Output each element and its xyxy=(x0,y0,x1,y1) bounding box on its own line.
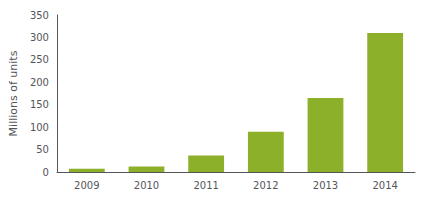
svg-text:2012: 2012 xyxy=(253,180,278,191)
svg-text:100: 100 xyxy=(30,122,49,133)
svg-text:300: 300 xyxy=(30,32,49,43)
svg-text:2011: 2011 xyxy=(193,180,218,191)
svg-text:2013: 2013 xyxy=(313,180,338,191)
svg-text:0: 0 xyxy=(43,167,49,178)
svg-text:2014: 2014 xyxy=(372,180,397,191)
svg-text:200: 200 xyxy=(30,77,49,88)
svg-text:50: 50 xyxy=(36,144,49,155)
svg-text:2010: 2010 xyxy=(134,180,159,191)
svg-text:2009: 2009 xyxy=(74,180,99,191)
svg-text:250: 250 xyxy=(30,54,49,65)
svg-text:150: 150 xyxy=(30,99,49,110)
svg-text:350: 350 xyxy=(30,10,49,21)
svg-text:Millions of units: Millions of units xyxy=(7,50,20,136)
